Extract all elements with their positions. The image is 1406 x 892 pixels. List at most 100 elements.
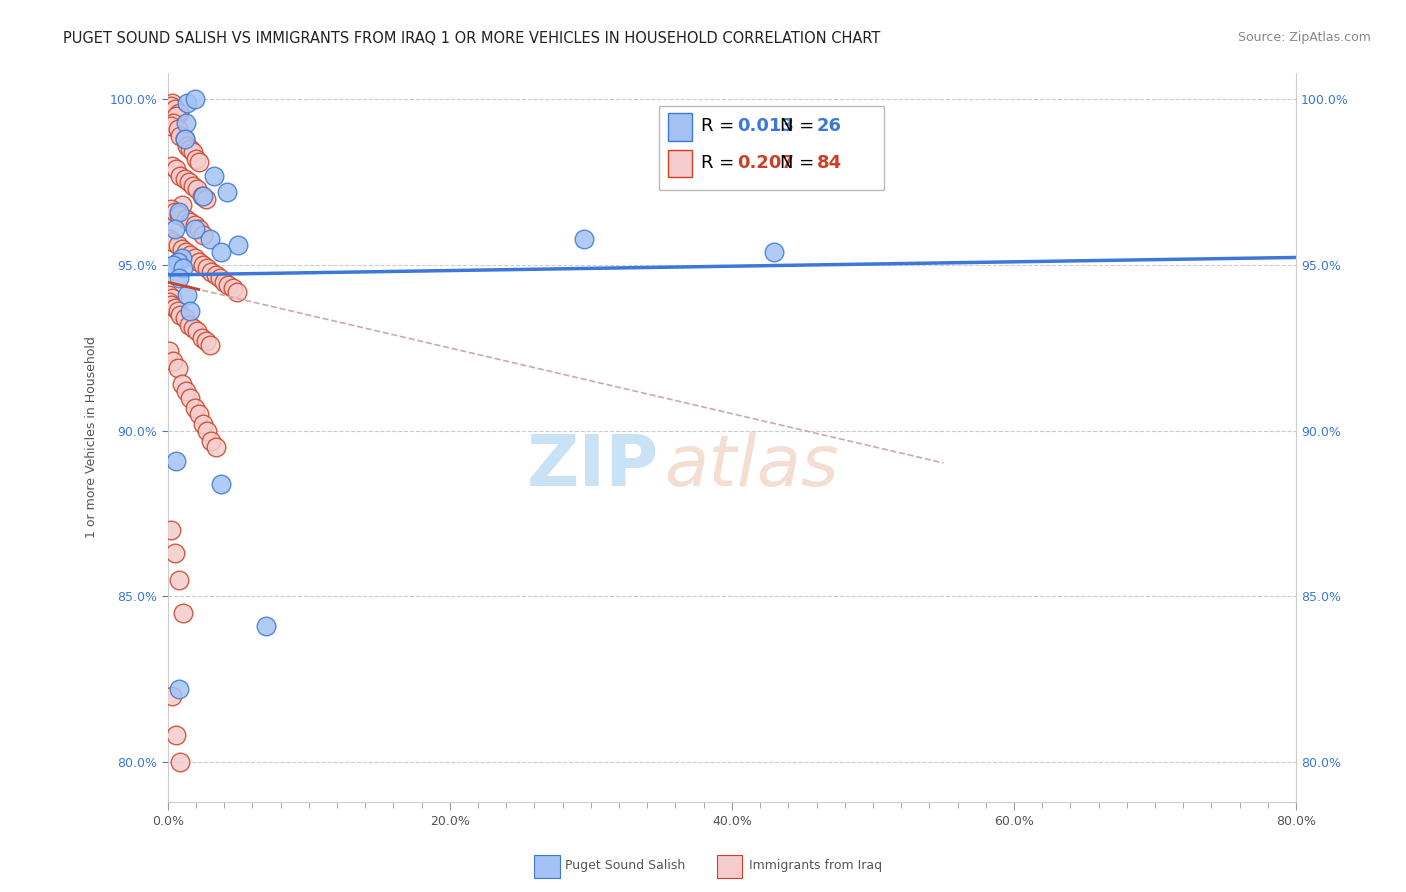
Text: Puget Sound Salish: Puget Sound Salish bbox=[565, 859, 686, 871]
Point bbox=[204, 440, 226, 454]
Point bbox=[163, 546, 186, 560]
Point bbox=[167, 105, 190, 120]
Point bbox=[169, 308, 191, 322]
Point bbox=[179, 142, 201, 156]
Point bbox=[191, 258, 214, 272]
Point bbox=[165, 162, 187, 177]
Point bbox=[183, 221, 205, 235]
Point bbox=[170, 252, 193, 266]
Point bbox=[174, 384, 197, 398]
Point bbox=[176, 139, 198, 153]
Point bbox=[181, 178, 204, 193]
Text: Immigrants from Iraq: Immigrants from Iraq bbox=[749, 859, 883, 871]
Point bbox=[166, 360, 188, 375]
Point bbox=[191, 228, 214, 243]
Point bbox=[169, 169, 191, 183]
Point bbox=[174, 244, 197, 259]
Point bbox=[172, 606, 194, 620]
Point bbox=[166, 304, 188, 318]
Point bbox=[226, 238, 249, 252]
Point bbox=[194, 192, 217, 206]
Point bbox=[159, 119, 181, 133]
Point bbox=[194, 334, 217, 349]
Y-axis label: 1 or more Vehicles in Household: 1 or more Vehicles in Household bbox=[86, 336, 98, 538]
Text: R =: R = bbox=[702, 153, 741, 171]
Point bbox=[187, 254, 209, 268]
Point bbox=[160, 291, 183, 305]
Point bbox=[170, 242, 193, 256]
Text: PUGET SOUND SALISH VS IMMIGRANTS FROM IRAQ 1 OR MORE VEHICLES IN HOUSEHOLD CORRE: PUGET SOUND SALISH VS IMMIGRANTS FROM IR… bbox=[63, 31, 880, 46]
Point bbox=[198, 231, 221, 245]
Point bbox=[191, 417, 214, 431]
Point bbox=[173, 132, 195, 146]
Point bbox=[217, 277, 239, 292]
Point bbox=[176, 288, 198, 302]
Bar bbox=[668, 113, 692, 141]
Point bbox=[167, 271, 190, 285]
Point bbox=[221, 281, 243, 295]
Point bbox=[157, 294, 180, 309]
Point bbox=[187, 221, 209, 235]
Point bbox=[159, 523, 181, 537]
Point bbox=[202, 169, 225, 183]
Point bbox=[172, 261, 194, 276]
Point bbox=[181, 321, 204, 335]
Point bbox=[167, 209, 190, 223]
Point bbox=[187, 407, 209, 421]
Point bbox=[177, 175, 200, 189]
Text: N =: N = bbox=[780, 117, 821, 136]
Point bbox=[162, 258, 184, 272]
Point bbox=[169, 755, 191, 769]
Text: ZIP: ZIP bbox=[526, 432, 658, 501]
Point bbox=[200, 265, 222, 279]
Point bbox=[174, 116, 197, 130]
Point bbox=[173, 172, 195, 186]
Point bbox=[165, 729, 187, 743]
Point bbox=[179, 215, 201, 229]
Point bbox=[167, 682, 190, 697]
Point bbox=[173, 132, 195, 146]
Point bbox=[176, 95, 198, 110]
Point bbox=[184, 152, 207, 166]
Point bbox=[157, 288, 180, 302]
Point bbox=[162, 354, 184, 368]
Text: 26: 26 bbox=[817, 117, 842, 136]
Point bbox=[163, 301, 186, 315]
Text: N =: N = bbox=[780, 153, 821, 171]
Point bbox=[163, 103, 186, 117]
Point bbox=[177, 318, 200, 332]
Point bbox=[163, 221, 186, 235]
Point bbox=[198, 337, 221, 351]
Point bbox=[186, 182, 208, 196]
Point bbox=[190, 331, 212, 345]
FancyBboxPatch shape bbox=[658, 106, 884, 190]
Bar bbox=[668, 150, 692, 178]
Point bbox=[159, 202, 181, 216]
Point bbox=[174, 211, 197, 226]
Point bbox=[159, 99, 181, 113]
Point bbox=[209, 476, 232, 491]
Point bbox=[157, 231, 180, 245]
Point bbox=[181, 145, 204, 160]
Text: 0.207: 0.207 bbox=[738, 153, 794, 171]
Point bbox=[187, 155, 209, 169]
Point bbox=[165, 453, 187, 467]
Point bbox=[215, 186, 238, 200]
Point bbox=[166, 122, 188, 136]
Point bbox=[173, 311, 195, 326]
Point bbox=[200, 434, 222, 448]
Point bbox=[191, 188, 214, 202]
Point bbox=[162, 116, 184, 130]
Point bbox=[763, 244, 786, 259]
Point bbox=[208, 271, 231, 285]
Point bbox=[160, 95, 183, 110]
Point bbox=[209, 244, 232, 259]
Point bbox=[183, 219, 205, 233]
Point bbox=[254, 619, 277, 633]
Point bbox=[186, 324, 208, 338]
Point bbox=[195, 261, 218, 276]
Point bbox=[169, 128, 191, 143]
Point bbox=[165, 109, 187, 123]
Text: atlas: atlas bbox=[664, 432, 839, 501]
Point bbox=[170, 198, 193, 212]
